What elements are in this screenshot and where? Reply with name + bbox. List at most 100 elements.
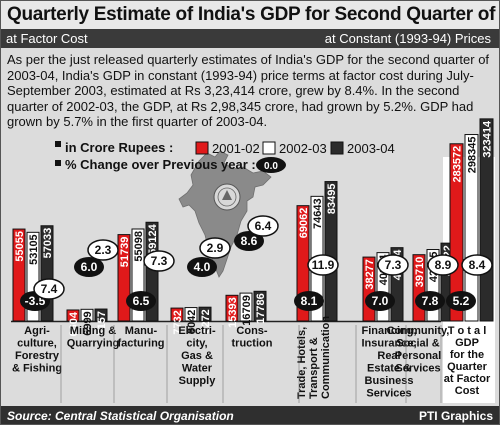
- category-label-8-line-2: for the: [450, 349, 484, 361]
- legend-swatch-2002-03: [262, 141, 276, 155]
- pct-value-2003-04-5: 11.9: [312, 258, 335, 272]
- category-label-4-line-1: truction: [232, 338, 273, 350]
- pct-value-2002-03-6: 7.0: [372, 294, 389, 308]
- pct-value-2003-04-0: 7.4: [41, 282, 58, 296]
- bar-2003-04-3: [198, 306, 212, 322]
- category-label-7-line-2: Personal: [395, 350, 441, 362]
- legend-bullet: [55, 141, 61, 147]
- bar-2003-04-4: [253, 290, 267, 322]
- pct-value-2003-04-6: 7.3: [385, 258, 402, 272]
- category-label-3-line-3: Water: [182, 363, 213, 375]
- page-title: Quarterly Estimate of India's GDP for Se…: [7, 4, 499, 25]
- category-label-0-line-3: & Fishing: [12, 363, 62, 375]
- footer-source: Source: Central Statistical Organisation: [7, 409, 234, 423]
- pct-badge-2003-04-5: [307, 254, 339, 276]
- bar-value-2002-03-4: 16709: [241, 295, 253, 326]
- pct-value-2002-03-4: 8.6: [241, 234, 258, 248]
- pct-badge-2002-03-3: [187, 257, 217, 277]
- pct-badge-2002-03-4: [234, 231, 264, 251]
- pct-badge-2002-03-2: [126, 291, 156, 311]
- bar-value-2003-04-5: 83495: [326, 184, 338, 215]
- category-label-7-line-0: Community,: [387, 325, 450, 337]
- legend-pct-sample: 0.0: [264, 161, 278, 172]
- category-label-5-line-0: Trade, Hotels,: [296, 327, 308, 399]
- bar-value-2001-02-0: 55055: [14, 231, 26, 262]
- title-bar: Quarterly Estimate of India's GDP for Se…: [1, 1, 499, 29]
- pct-badge-2003-04-0: [33, 278, 65, 300]
- legend-label-2001-02: 2001-02: [212, 141, 260, 156]
- gdp-chart: in Crore Rupees : % Change over Previous…: [11, 118, 495, 403]
- category-label-7-line-3: Services: [395, 363, 440, 375]
- bar-value-2001-02-7: 39710: [414, 257, 426, 288]
- category-label-3-line-0: Electri-: [178, 325, 216, 337]
- pct-value-2003-04-7: 8.9: [435, 258, 452, 272]
- category-label-6-line-3: Estate &: [367, 363, 411, 375]
- bar-value-2002-03-5: 74643: [312, 198, 324, 229]
- seal-emblem: [222, 190, 232, 200]
- footer-credit: PTI Graphics: [418, 409, 493, 423]
- category-label-8-line-3: Quarter: [447, 361, 487, 373]
- category-label-0-line-0: Agri-: [24, 325, 50, 337]
- pct-badge-2003-04-3: [199, 237, 231, 259]
- pct-badge-2002-03-6: [365, 291, 395, 311]
- pct-badge-2002-03-8: [446, 291, 476, 311]
- bar-value-2003-04-1: 7157: [96, 311, 108, 335]
- legend-label-2002-03: 2002-03: [279, 141, 327, 156]
- category-label-0-line-1: culture,: [17, 338, 57, 350]
- category-label-4-line-0: Cons-: [236, 325, 268, 337]
- bar-2003-04-1: [94, 308, 108, 322]
- pct-value-2002-03-3: 4.0: [194, 260, 211, 274]
- category-label-5-line-1: Transport &: [308, 337, 320, 399]
- bar-value-2002-03-0: 53105: [28, 234, 40, 265]
- pct-value-2002-03-8: 5.2: [453, 294, 470, 308]
- pct-value-2003-04-4: 6.4: [255, 219, 272, 233]
- bar-value-2003-04-0: 57033: [42, 228, 54, 259]
- legend-series: 2001-02 2002-03 2003-04: [195, 141, 395, 156]
- pct-badge-2003-04-1: [87, 239, 119, 261]
- category-label-3-line-4: Supply: [179, 375, 217, 387]
- bar-value-2003-04-2: 59124: [147, 223, 159, 254]
- pct-value-2003-04-3: 2.9: [207, 241, 224, 255]
- legend-swatch-2001-02: [195, 141, 209, 155]
- pct-value-2003-04-8: 8.4: [469, 258, 486, 272]
- bar-2001-02-3: [170, 307, 184, 322]
- category-label-0-line-2: Forestry: [15, 350, 60, 362]
- category-label-6-line-0: Financing,: [362, 325, 417, 337]
- pct-value-2003-04-1: 2.3: [95, 243, 112, 257]
- category-label-1-line-1: Quarrying: [67, 338, 120, 350]
- subtitle-bar: at Factor Cost at Constant (1993-94) Pri…: [1, 29, 499, 48]
- bar-value-2001-02-4: 15393: [227, 297, 239, 328]
- category-label-2-line-1: facturing: [117, 338, 164, 350]
- category-label-8-line-1: GDP: [455, 337, 479, 349]
- bar-value-2001-02-6: 38277: [364, 259, 376, 290]
- category-label-6-line-4: Business: [365, 375, 414, 387]
- category-label-2-line-0: Manu-: [125, 325, 158, 337]
- pct-value-2002-03-7: 7.8: [422, 294, 439, 308]
- pct-value-2002-03-2: 6.5: [133, 294, 150, 308]
- bar-value-2002-03-2: 55098: [133, 231, 145, 262]
- pct-value-2002-03-5: 8.1: [301, 294, 318, 308]
- bar-value-2001-02-3: 7732: [172, 310, 184, 334]
- category-label-6-line-2: Real: [377, 350, 400, 362]
- bar-value-2003-04-8: 323414: [482, 120, 494, 158]
- bar-value-2002-03-8: 298345: [467, 137, 479, 174]
- pct-badge-2003-04-4: [247, 215, 279, 237]
- pct-badge-2002-03-7: [415, 291, 445, 311]
- bar-value-2003-04-3: 8272: [200, 309, 212, 333]
- footer-bar: Source: Central Statistical Organisation…: [1, 406, 499, 424]
- bar-value-2001-02-2: 51739: [119, 237, 131, 268]
- bar-2001-02-4: [225, 294, 239, 322]
- legend-pct-label: % Change over Previous year :: [65, 157, 256, 172]
- pct-badge-2003-04-7: [427, 254, 459, 276]
- subtitle-right: at Constant (1993-94) Prices: [324, 31, 491, 46]
- bar-2003-04-5: [324, 181, 338, 322]
- pct-value-2003-04-2: 7.3: [151, 254, 168, 268]
- bar-value-2001-02-1: 6604: [68, 311, 80, 336]
- bar-value-2002-03-1: 6999: [82, 311, 94, 335]
- pct-badge-2003-04-6: [377, 254, 409, 276]
- legend-units-label: in Crore Rupees :: [65, 140, 173, 155]
- legend-label-2003-04: 2003-04: [347, 141, 395, 156]
- legend-pct-sample-badge: [256, 157, 286, 173]
